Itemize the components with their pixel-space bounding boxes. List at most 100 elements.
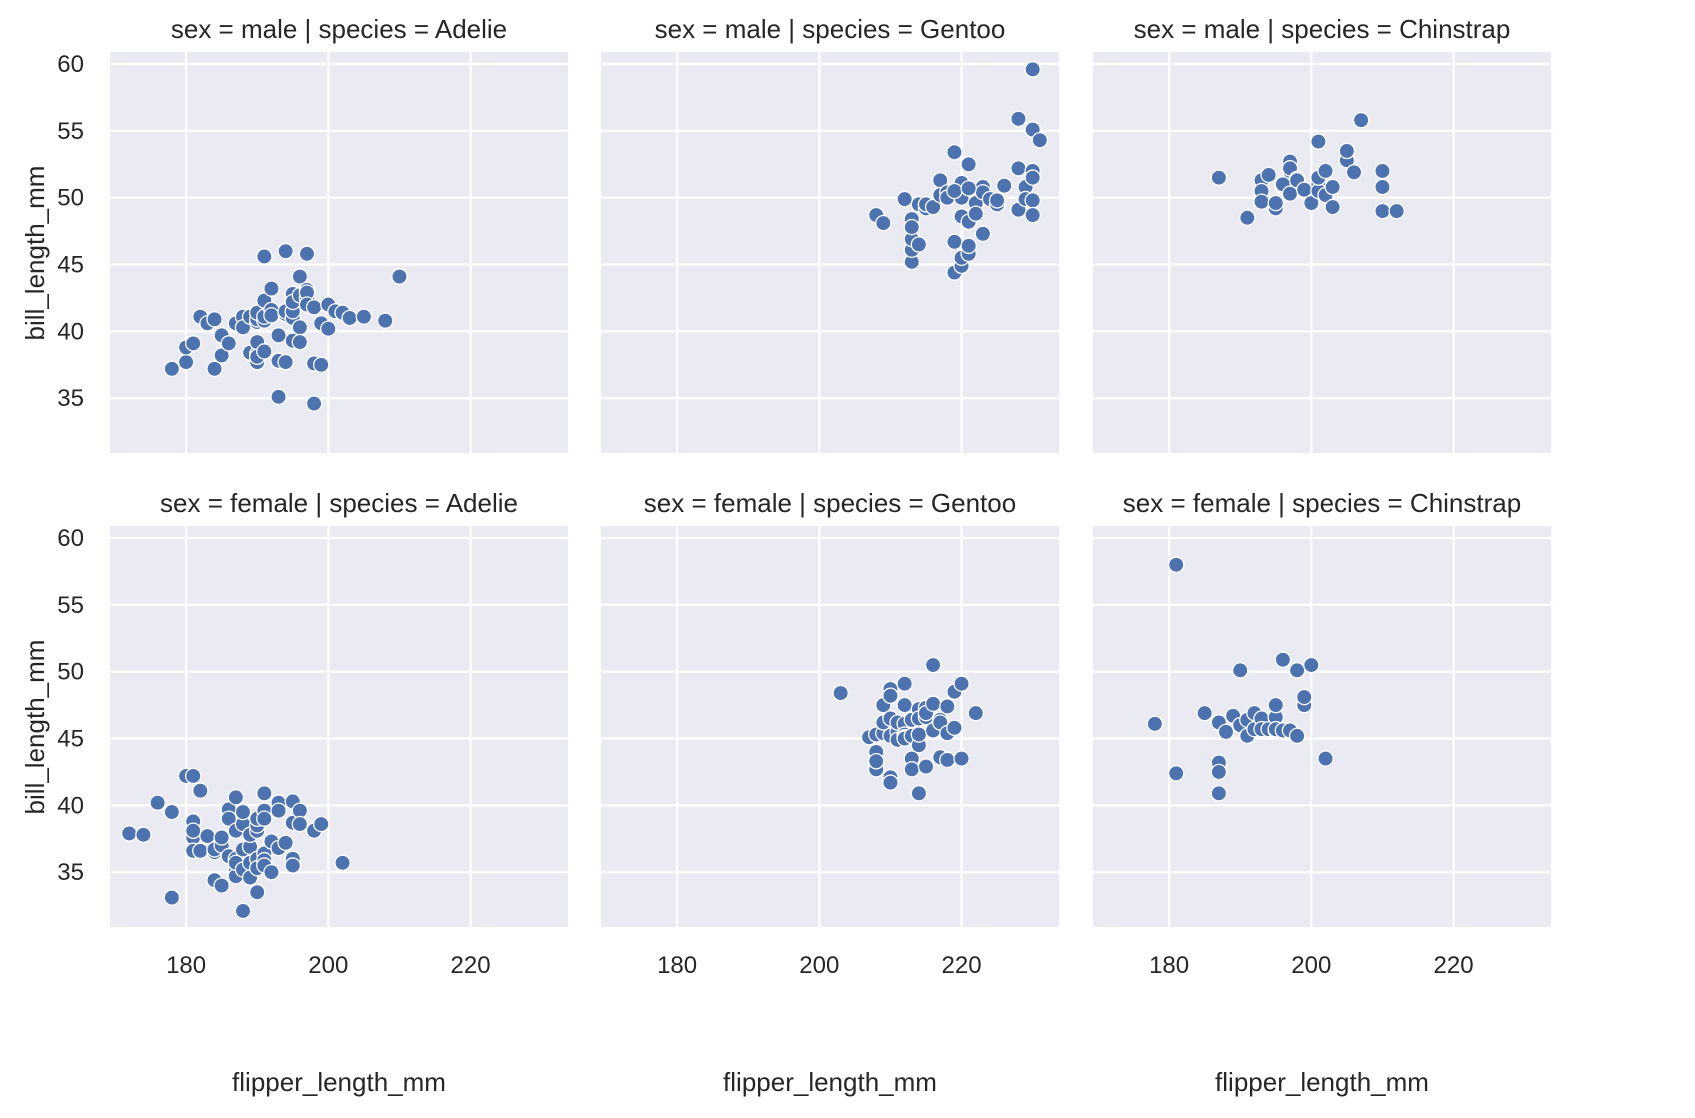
scatter-point (206, 311, 223, 328)
scatter-point (206, 360, 223, 378)
facet-panel-2: sex = male | species = Gentoo (601, 14, 1059, 453)
scatter-point (939, 751, 956, 769)
scatter-point (1338, 142, 1356, 160)
scatter-point (184, 335, 202, 352)
y-tick-label: 60 (57, 525, 84, 552)
x-axis-label-col-3: flipper_length_mm (1215, 1067, 1429, 1097)
scatter-point (832, 684, 849, 702)
scatter-point (248, 883, 266, 901)
scatter-point (1295, 688, 1313, 706)
scatter-point (910, 785, 928, 802)
y-tick-label: 45 (57, 726, 84, 753)
scatter-point (875, 214, 892, 232)
scatter-point (1167, 765, 1185, 782)
scatter-point (1324, 178, 1341, 196)
scatter-point (376, 312, 394, 329)
facet-title: sex = male | species = Adelie (171, 14, 507, 44)
scatter-point (220, 810, 238, 827)
scatter-point (1210, 169, 1228, 186)
scatter-point (946, 182, 963, 200)
scatter-point (234, 902, 252, 920)
scatter-point (163, 360, 181, 378)
scatter-point (213, 877, 230, 894)
scatter-point (924, 656, 942, 674)
scatter-point (184, 767, 202, 785)
scatter-point (1352, 111, 1370, 129)
scatter-point (882, 687, 899, 705)
x-tick-label: 200 (308, 952, 348, 979)
scatter-point (256, 343, 273, 360)
scatter-point (960, 156, 977, 173)
scatter-point (320, 320, 337, 337)
scatter-point (305, 395, 323, 412)
scatter-point (227, 789, 245, 806)
scatter-point (1239, 209, 1256, 226)
scatter-point (924, 695, 942, 713)
scatter-point (1260, 166, 1277, 184)
scatter-point (305, 299, 323, 316)
facet-panel-6: sex = female | species = Chinstrap 180 200… (1093, 488, 1551, 979)
panel-background (110, 52, 568, 453)
scatter-point (1024, 169, 1041, 186)
y-tick-label: 35 (57, 859, 84, 886)
scatter-point (312, 815, 330, 833)
scatter-point (1267, 696, 1285, 714)
facet-title: sex = female | species = Chinstrap (1123, 488, 1521, 518)
facet-panel-4: sex = female | species = Adelie 35 40 45 50 5… (57, 488, 568, 979)
scatter-point (903, 218, 921, 236)
scatter-point (896, 675, 913, 692)
scatter-point (910, 236, 928, 253)
scatter-point (946, 143, 963, 161)
scatter-point (1031, 131, 1049, 149)
scatter-point (334, 854, 351, 872)
x-tick-label: 200 (799, 952, 839, 979)
scatter-point (256, 810, 273, 827)
y-tick-label: 45 (57, 252, 84, 279)
x-tick-label: 200 (1291, 952, 1331, 979)
scatter-point (284, 857, 302, 874)
y-tick-label: 55 (57, 592, 84, 619)
x-axis-label-col-1: flipper_length_mm (232, 1067, 446, 1097)
scatter-point (135, 826, 152, 844)
scatter-point (1345, 164, 1363, 181)
scatter-point (882, 774, 899, 791)
y-tick-label: 50 (57, 659, 84, 686)
scatter-point (995, 177, 1013, 194)
scatter-point (1303, 194, 1320, 212)
scatter-point (1374, 202, 1391, 220)
scatter-point (1024, 61, 1041, 78)
scatter-point (270, 388, 287, 406)
facet-panel-5: sex = female | species = Gentoo 180 200 220 (601, 488, 1059, 979)
scatter-point (960, 237, 977, 255)
scatter-point (1146, 715, 1164, 733)
scatter-point (270, 802, 287, 819)
scatter-point (270, 327, 287, 344)
scatter-point (953, 675, 970, 692)
x-tick-label: 180 (166, 952, 206, 979)
facet-title: sex = male | species = Chinstrap (1134, 14, 1511, 44)
y-tick-label: 35 (57, 385, 84, 412)
scatter-point (1217, 723, 1235, 741)
scatter-point (192, 782, 209, 799)
x-tick-label: 220 (451, 952, 491, 979)
scatter-point (1167, 556, 1185, 574)
scatter-point (213, 829, 230, 846)
x-tick-label: 180 (1149, 952, 1189, 979)
scatter-point (953, 750, 970, 767)
x-axis-label-col-2: flipper_length_mm (723, 1067, 937, 1097)
scatter-point (1324, 198, 1341, 216)
scatter-point (1288, 662, 1306, 679)
scatter-point (256, 785, 273, 802)
x-tick-label: 220 (942, 952, 982, 979)
scatter-point (967, 205, 985, 222)
scatter-point (291, 319, 309, 336)
scatter-point (960, 180, 977, 197)
facet-title: sex = female | species = Adelie (160, 488, 518, 518)
scatter-point (163, 803, 181, 821)
facet-title: sex = male | species = Gentoo (655, 14, 1006, 44)
y-tick-label: 40 (57, 318, 84, 345)
scatter-point (263, 863, 280, 881)
scatter-point (355, 308, 373, 325)
scatter-point (1010, 160, 1027, 177)
scatter-point (163, 889, 181, 906)
